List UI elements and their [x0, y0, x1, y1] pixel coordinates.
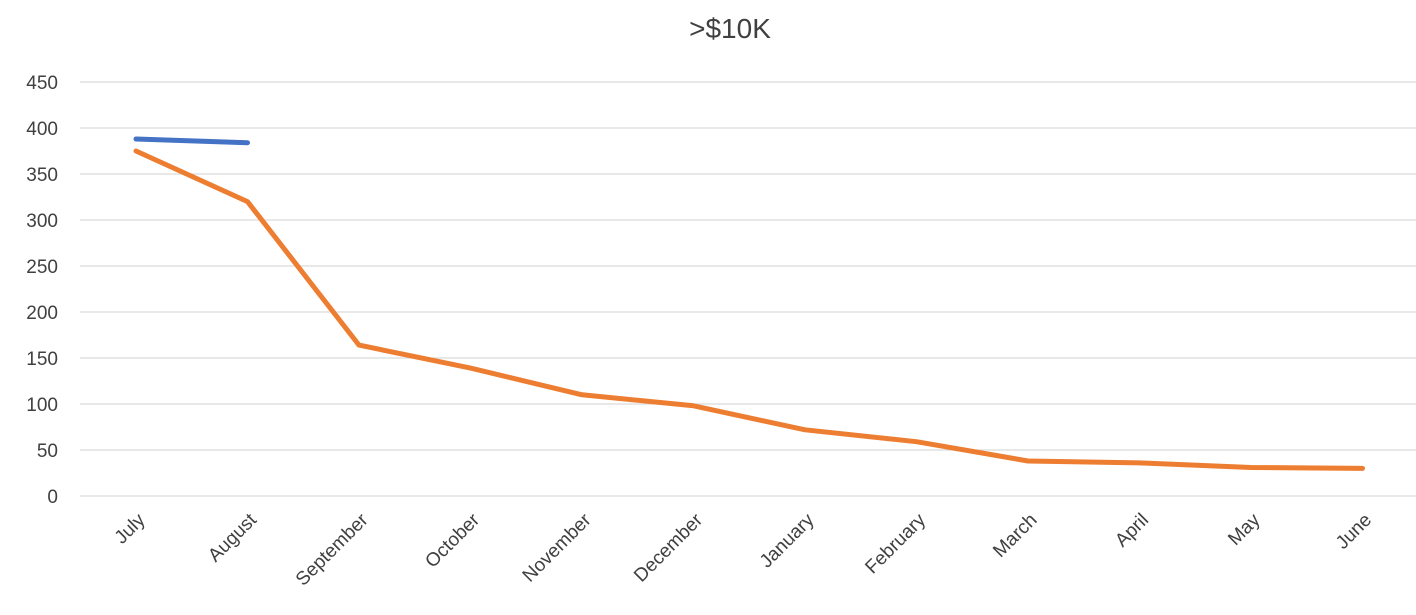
y-tick-label: 100 [26, 395, 58, 416]
x-tick-label: April [1111, 510, 1153, 552]
x-tick-label: November [519, 509, 596, 586]
x-tick-label: September [292, 509, 373, 590]
y-tick-label: 450 [26, 73, 58, 94]
chart-title: >$10K [689, 13, 771, 44]
gridlines [80, 81, 1416, 497]
x-tick-label: June [1332, 510, 1376, 554]
y-tick-label: 50 [37, 441, 58, 462]
series-line-2 [133, 148, 1365, 471]
x-tick-label: January [756, 509, 819, 572]
x-axis-tick-labels: July August September October November Decemb… [111, 509, 1376, 590]
y-tick-label: 0 [47, 487, 58, 508]
y-tick-label: 150 [26, 349, 58, 370]
y-tick-label: 350 [26, 165, 58, 186]
x-tick-label: March [989, 510, 1041, 562]
x-tick-label: July [111, 509, 150, 548]
y-tick-label: 200 [26, 303, 58, 324]
data-series [133, 136, 1365, 471]
series-line-1 [133, 136, 250, 146]
y-tick-label: 300 [26, 211, 58, 232]
x-tick-label: October [421, 509, 484, 572]
y-tick-label: 250 [26, 257, 58, 278]
y-axis-tick-labels: 0 50 100 150 200 250 300 350 400 450 [26, 73, 58, 508]
x-tick-label: May [1224, 509, 1265, 550]
x-tick-label: February [861, 509, 930, 578]
y-tick-label: 400 [26, 119, 58, 140]
x-tick-label: August [204, 509, 261, 566]
x-tick-label: December [630, 509, 707, 586]
